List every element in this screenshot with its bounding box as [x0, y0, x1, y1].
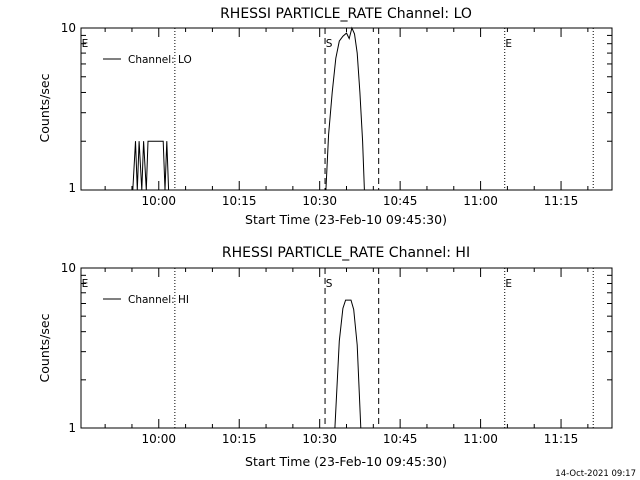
x-tick-label: 11:15 [544, 432, 579, 446]
marker-label: S [326, 278, 333, 290]
series-line-0 [334, 299, 362, 429]
legend-entry-label: Channel: LO [128, 54, 192, 66]
plot-frame [80, 267, 613, 429]
x-tick-label: 10:00 [141, 194, 176, 208]
x-tick-label: 10:45 [383, 194, 418, 208]
series-line-0 [132, 26, 365, 191]
marker-label: E [82, 38, 89, 50]
y-axis-label: Counts/sec [37, 313, 52, 382]
y-tick-label: 10 [61, 261, 76, 275]
marker-label: E [505, 38, 512, 50]
x-tick-label: 10:45 [383, 432, 418, 446]
x-axis-label: Start Time (23-Feb-10 09:45:30) [245, 454, 447, 469]
x-tick-label: 11:15 [544, 194, 579, 208]
x-tick-label: 10:15 [222, 432, 257, 446]
y-tick-label: 1 [68, 421, 76, 435]
footer-timestamp: 14-Oct-2021 09:17 [555, 469, 636, 479]
chart-panel-lo: RHESSI PARTICLE_RATE Channel: LO Counts/… [37, 6, 613, 227]
y-axis-label: Counts/sec [37, 73, 52, 142]
y-tick-label: 10 [61, 21, 76, 35]
chart-title: RHESSI PARTICLE_RATE Channel: HI [222, 245, 470, 261]
legend-entry-label: Channel: HI [128, 294, 189, 306]
x-tick-label: 11:00 [463, 432, 498, 446]
x-tick-label: 10:30 [302, 432, 337, 446]
marker-label: E [505, 278, 512, 290]
chart-title: RHESSI PARTICLE_RATE Channel: LO [220, 6, 472, 22]
chart-panel-hi: RHESSI PARTICLE_RATE Channel: HI Counts/… [37, 245, 613, 469]
x-tick-label: 10:00 [141, 432, 176, 446]
x-tick-label: 11:00 [463, 194, 498, 208]
x-axis-label: Start Time (23-Feb-10 09:45:30) [245, 212, 447, 227]
marker-label: E [82, 278, 89, 290]
plot-frame [80, 27, 613, 191]
marker-label: S [326, 38, 333, 50]
x-tick-label: 10:15 [222, 194, 257, 208]
x-tick-label: 10:30 [302, 194, 337, 208]
y-tick-label: 1 [68, 181, 76, 195]
